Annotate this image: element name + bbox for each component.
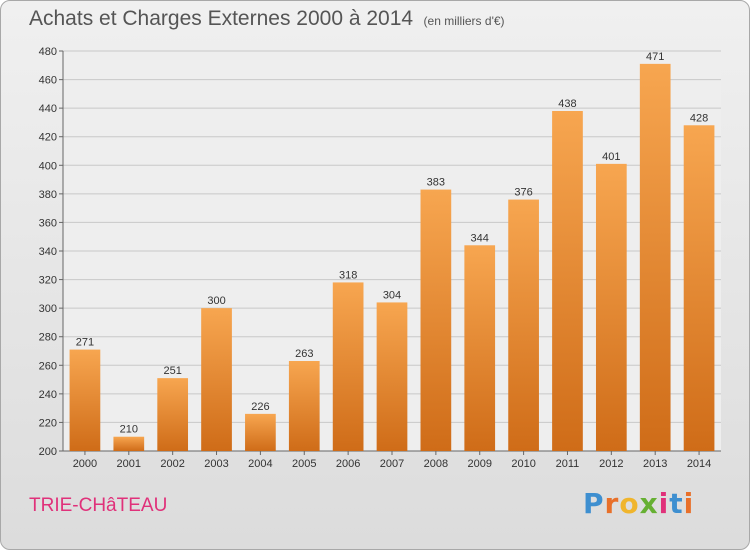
bar-2014[interactable] [683, 125, 715, 452]
y-tick-labels: 200 220 240 260 280 300 320 340 360 380 400 420 440 4… [39, 46, 57, 458]
bar-2010[interactable] [508, 199, 539, 451]
x-tick-label: 2003 [204, 458, 228, 470]
bar-2006[interactable] [332, 282, 364, 451]
logo-letter: o [619, 487, 640, 520]
logo-letter: x [639, 487, 659, 520]
x-tick-label: 2011 [556, 458, 580, 470]
x-tick-labels: 2000 2001 2002 2003 2004 2005 2006 2007 2008 2009… [73, 451, 711, 470]
bar-2003[interactable] [201, 308, 232, 451]
y-tick-label: 440 [39, 103, 57, 115]
data-label: 263 [295, 348, 313, 360]
y-tick-label: 260 [39, 360, 57, 372]
bar-2000[interactable] [69, 349, 101, 451]
x-tick-label: 2012 [599, 458, 623, 470]
data-label: 401 [602, 151, 620, 163]
data-label: 318 [339, 269, 357, 281]
bar-2005[interactable] [288, 361, 320, 451]
logo-letter: i [658, 487, 670, 520]
proxiti-logo[interactable]: Proxiti [583, 487, 694, 520]
y-tick-label: 320 [39, 275, 57, 287]
bar-2001[interactable] [113, 436, 145, 451]
x-tick-label: 2009 [467, 458, 491, 470]
logo-letter: t [669, 487, 684, 520]
x-tick-label: 2006 [336, 458, 360, 470]
x-tick-label: 2004 [248, 458, 272, 470]
bar-2007[interactable] [376, 302, 408, 451]
bar-2012[interactable] [595, 163, 627, 451]
x-tick-label: 2013 [643, 458, 667, 470]
chart-title: Achats et Charges Externes 2000 à 2014 [29, 7, 414, 30]
x-tick-label: 2008 [424, 458, 448, 470]
y-tick-label: 380 [39, 189, 57, 201]
y-tick-label: 240 [39, 389, 57, 401]
chart-title-block: Achats et Charges Externes 2000 à 2014 (… [29, 7, 505, 31]
y-tick-label: 460 [39, 75, 57, 87]
bar-2009[interactable] [464, 245, 496, 451]
y-tick-label: 200 [39, 446, 57, 458]
x-tick-label: 2001 [117, 458, 141, 470]
data-label: 438 [558, 98, 576, 110]
data-label: 210 [120, 424, 138, 436]
x-tick-label: 2000 [73, 458, 97, 470]
bars [69, 63, 715, 452]
chart-unit: (en milliers d'€) [423, 14, 505, 28]
y-tick-label: 480 [39, 46, 57, 58]
data-label: 471 [646, 51, 664, 63]
data-label: 344 [471, 232, 489, 244]
y-tick-label: 360 [39, 217, 57, 229]
x-tick-label: 2014 [687, 458, 711, 470]
logo-letter: r [604, 487, 620, 520]
data-label: 376 [514, 187, 532, 199]
logo-letter: P [583, 487, 605, 520]
bar-2008[interactable] [420, 189, 452, 452]
y-tick-label: 300 [39, 303, 57, 315]
data-label: 251 [163, 365, 181, 377]
bar-2013[interactable] [639, 63, 671, 451]
y-tick-label: 220 [39, 417, 57, 429]
data-label: 383 [427, 177, 445, 189]
data-label: 226 [251, 401, 269, 413]
data-label: 300 [207, 295, 225, 307]
y-tick-label: 420 [39, 132, 57, 144]
y-tick-label: 400 [39, 160, 57, 172]
x-tick-label: 2002 [160, 458, 184, 470]
x-tick-label: 2010 [511, 458, 535, 470]
bar-2002[interactable] [157, 378, 189, 451]
bar-2004[interactable] [245, 413, 276, 451]
logo-letter: i [683, 487, 695, 520]
y-tick-label: 280 [39, 332, 57, 344]
data-label: 428 [690, 112, 708, 124]
data-labels: 271 210 251 300 226 263 318 304 383 344 376 438 401 4… [76, 51, 708, 436]
data-label: 271 [76, 337, 94, 349]
y-tick-label: 340 [39, 246, 57, 258]
commune-name: TRIE-CHâTEAU [29, 495, 168, 516]
data-label: 304 [383, 289, 401, 301]
x-tick-label: 2007 [380, 458, 404, 470]
x-tick-label: 2005 [292, 458, 316, 470]
bar-2011[interactable] [552, 111, 583, 451]
